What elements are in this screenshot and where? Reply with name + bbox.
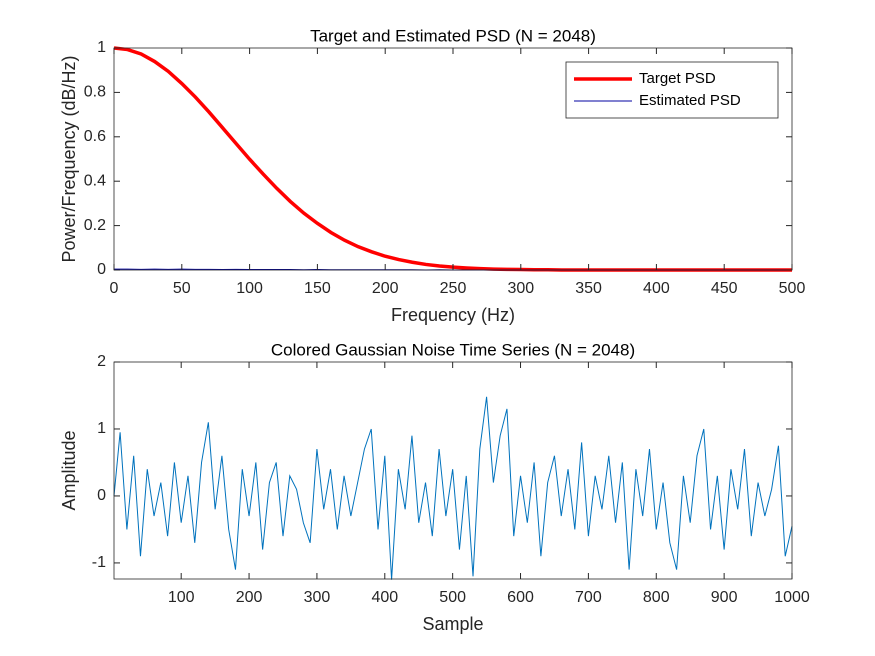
- x-tick-label: 300: [507, 280, 534, 297]
- x-tick-label: 600: [507, 589, 534, 606]
- x-tick-label: 1000: [774, 589, 810, 606]
- y-tick-label: 0.6: [84, 128, 106, 145]
- x-tick-label: 800: [643, 589, 670, 606]
- x-tick-label: 900: [711, 589, 738, 606]
- x-tick-label: 0: [110, 280, 119, 297]
- x-tick-label: 150: [304, 280, 331, 297]
- y-tick-label: 0: [97, 261, 106, 278]
- chart-title: Target and Estimated PSD (N = 2048): [310, 26, 596, 45]
- y-tick-label: 0.4: [84, 172, 106, 189]
- legend-label: Estimated PSD: [639, 92, 741, 109]
- y-axis-label: Amplitude: [59, 430, 79, 510]
- x-tick-label: 350: [575, 280, 602, 297]
- y-axis-label: Power/Frequency (dB/Hz): [59, 55, 79, 262]
- y-tick-label: 0: [97, 487, 106, 504]
- x-tick-label: 100: [168, 589, 195, 606]
- legend-label: Target PSD: [639, 70, 716, 87]
- x-tick-label: 400: [643, 280, 670, 297]
- legend-box: [565, 61, 779, 119]
- y-tick-label: -1: [92, 554, 106, 571]
- x-tick-label: 500: [779, 280, 806, 297]
- y-tick-label: 0.2: [84, 217, 106, 234]
- y-tick-label: 1: [97, 39, 106, 56]
- x-tick-label: 500: [439, 589, 466, 606]
- x-axis-label: Sample: [422, 614, 483, 634]
- y-tick-label: 2: [97, 353, 106, 370]
- x-tick-label: 450: [711, 280, 738, 297]
- x-tick-label: 400: [371, 589, 398, 606]
- x-tick-label: 300: [304, 589, 331, 606]
- x-tick-label: 700: [575, 589, 602, 606]
- x-tick-label: 50: [173, 280, 191, 297]
- x-axis-label: Frequency (Hz): [391, 305, 515, 325]
- chart-title: Colored Gaussian Noise Time Series (N = …: [271, 340, 635, 359]
- y-tick-label: 0.8: [84, 84, 106, 101]
- data-line: [113, 396, 793, 580]
- x-tick-label: 100: [236, 280, 263, 297]
- x-tick-label: 250: [440, 280, 467, 297]
- y-tick-label: 1: [97, 420, 106, 437]
- x-tick-label: 200: [236, 589, 263, 606]
- x-tick-label: 200: [372, 280, 399, 297]
